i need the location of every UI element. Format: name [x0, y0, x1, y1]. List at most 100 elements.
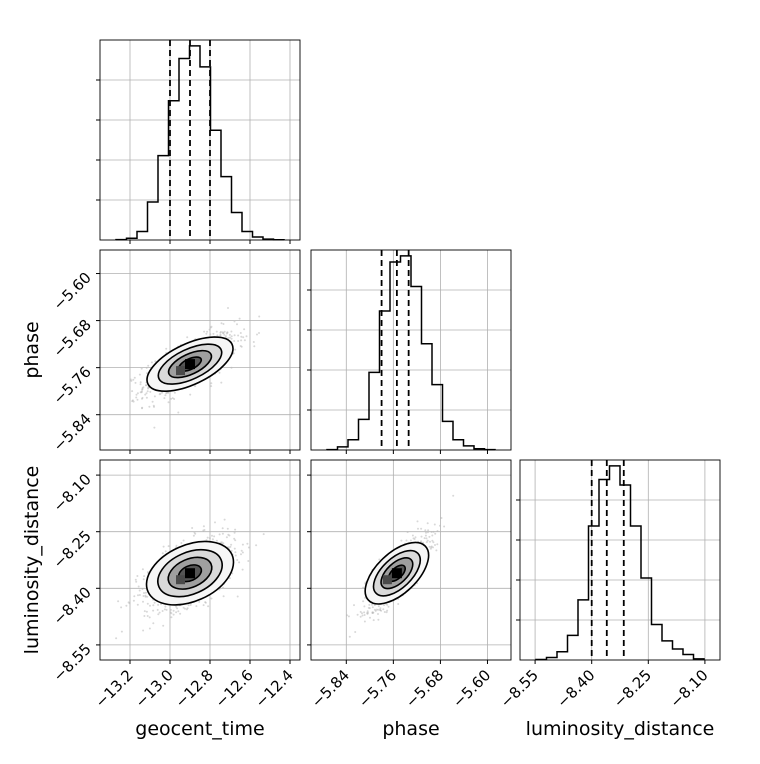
- point-504: [432, 541, 435, 544]
- point-125: [378, 558, 381, 561]
- point-219: [205, 539, 208, 542]
- point-836: [379, 608, 381, 611]
- point-772: [173, 398, 176, 400]
- point-724: [206, 330, 209, 333]
- point-91: [134, 578, 137, 581]
- point-626: [177, 411, 180, 414]
- point-592: [202, 525, 205, 528]
- point-685: [377, 605, 380, 608]
- point-429: [420, 535, 423, 538]
- point-724: [146, 595, 149, 598]
- ytick-label-luminosity_distance-3: −8.10: [50, 470, 95, 515]
- point-189: [132, 378, 135, 381]
- point-227: [215, 539, 218, 542]
- point-546: [142, 595, 145, 597]
- point-553: [175, 605, 178, 608]
- point-669: [223, 518, 226, 521]
- point-187: [420, 527, 423, 530]
- point-822: [162, 545, 165, 548]
- point-694: [230, 335, 233, 338]
- point-205: [175, 611, 178, 614]
- ytick-label-phase-1: −5.76: [50, 363, 95, 408]
- point-684: [425, 537, 428, 540]
- point-691: [162, 624, 165, 627]
- point-835: [363, 605, 366, 608]
- point-83: [371, 603, 373, 606]
- point-407: [253, 345, 256, 348]
- point-812: [120, 606, 123, 609]
- point-802: [177, 610, 180, 613]
- point-830: [144, 595, 147, 598]
- point-530: [417, 527, 419, 530]
- point-619: [432, 530, 435, 533]
- point-484: [189, 604, 192, 606]
- point-200: [383, 611, 386, 613]
- point-337: [145, 396, 148, 399]
- point-629: [435, 549, 438, 552]
- point-627: [233, 547, 236, 550]
- xaxis-label-geocent_time: geocent_time: [135, 718, 264, 740]
- point-320: [157, 603, 160, 606]
- point-446: [228, 333, 231, 336]
- point-358: [161, 610, 164, 612]
- point-896: [434, 544, 436, 546]
- point-403: [148, 627, 151, 630]
- point-23: [136, 575, 139, 577]
- point-865: [228, 577, 231, 580]
- point-655: [211, 534, 213, 537]
- point-228: [176, 607, 179, 610]
- point-440: [223, 333, 226, 336]
- point-888: [191, 527, 194, 529]
- point-423: [429, 540, 431, 543]
- point-470: [371, 611, 374, 614]
- ytick-label-luminosity_distance-1: −8.40: [50, 583, 95, 628]
- point-497: [428, 535, 431, 538]
- point-148: [371, 606, 374, 609]
- point-389: [214, 521, 216, 524]
- point-286: [439, 524, 441, 527]
- point-280: [369, 616, 371, 619]
- point-734: [379, 607, 382, 610]
- hist-phase-frame: [310, 249, 512, 451]
- point-774: [164, 605, 167, 608]
- point-119: [436, 530, 439, 532]
- point-480: [137, 585, 140, 588]
- point-883: [142, 578, 145, 581]
- density-bin-phase-geocent_time: [176, 366, 185, 376]
- point-335: [154, 360, 157, 363]
- point-519: [425, 541, 428, 544]
- xaxis-label-luminosity_distance: luminosity_distance: [526, 718, 715, 740]
- ytick-label-luminosity_distance-2: −8.25: [50, 527, 95, 572]
- point-787: [240, 345, 243, 348]
- point-354: [146, 602, 149, 605]
- point-436: [159, 392, 162, 395]
- point-451: [241, 568, 244, 571]
- point-332: [163, 397, 166, 400]
- point-0: [252, 341, 255, 343]
- point-831: [222, 595, 225, 598]
- point-758: [218, 533, 221, 536]
- point-746: [232, 352, 235, 355]
- point-118: [143, 575, 146, 578]
- point-471: [213, 535, 216, 538]
- xtick-label-luminosity_distance-3: −8.10: [666, 666, 711, 711]
- point-600: [362, 586, 365, 589]
- point-345: [145, 610, 148, 613]
- point-406: [186, 607, 189, 610]
- point-41: [223, 330, 226, 333]
- xtick-label-luminosity_distance-1: −8.40: [553, 666, 598, 711]
- panel-luminosity_distance-phase-frame: [310, 459, 512, 661]
- point-437: [167, 401, 170, 404]
- point-520: [149, 390, 152, 393]
- point-208: [156, 608, 159, 611]
- point-864: [209, 333, 212, 336]
- point-251: [230, 330, 233, 333]
- point-894: [132, 400, 135, 403]
- point-492: [416, 520, 419, 523]
- point-367: [115, 637, 118, 640]
- point-790: [428, 545, 431, 548]
- point-254: [243, 339, 246, 342]
- point-599: [258, 332, 260, 334]
- point-523: [150, 361, 153, 364]
